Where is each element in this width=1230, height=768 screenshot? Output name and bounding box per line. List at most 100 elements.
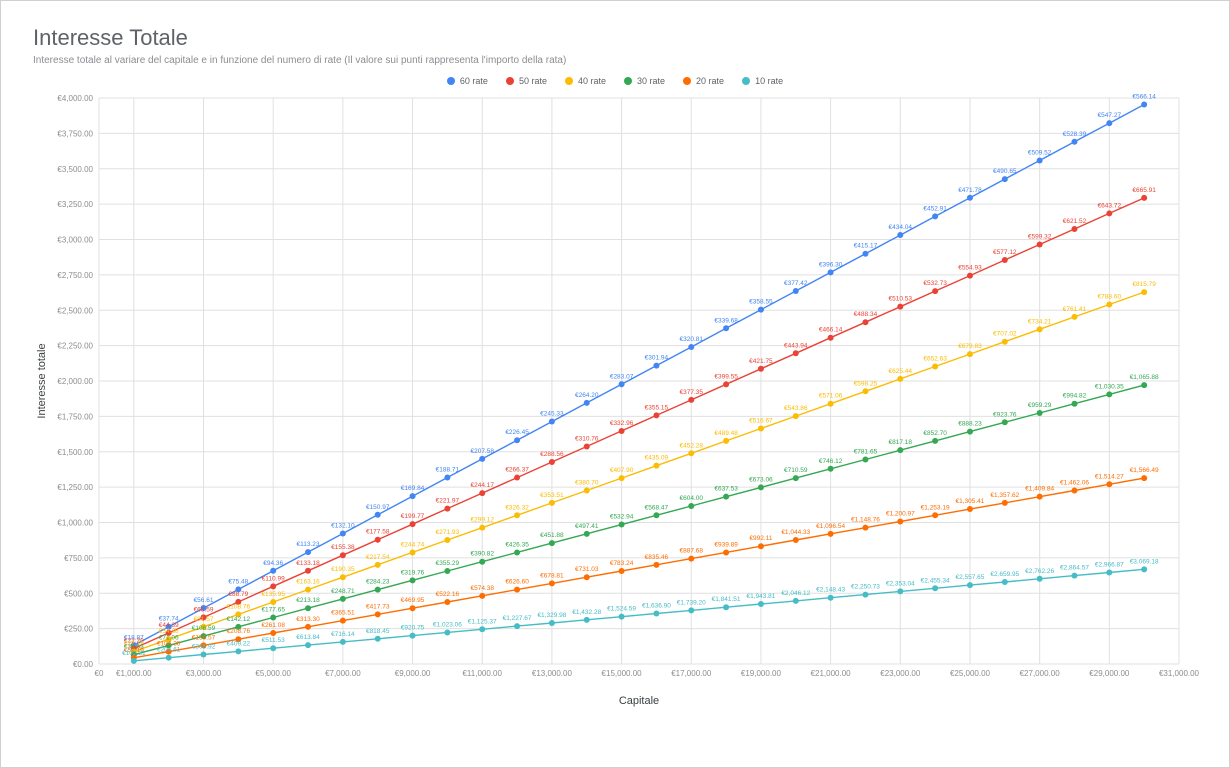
point-label: €190.35	[331, 566, 355, 573]
data-point	[305, 605, 311, 611]
point-label: €734.21	[1028, 318, 1052, 325]
point-label: €626.60	[505, 579, 529, 586]
point-label: €2,864.57	[1060, 565, 1089, 572]
data-point	[1141, 195, 1147, 201]
data-point	[549, 459, 555, 465]
data-point	[793, 598, 799, 604]
y-tick-label: €1,000.00	[57, 519, 93, 528]
point-label: €155.38	[331, 544, 355, 551]
data-point	[270, 583, 276, 589]
point-label: €566.14	[1132, 94, 1156, 101]
point-label: €313.30	[296, 616, 320, 623]
data-point	[1071, 487, 1077, 493]
chart-legend: 60 rate50 rate40 rate30 rate20 rate10 ra…	[29, 76, 1201, 86]
data-point	[828, 531, 834, 537]
data-point	[549, 580, 555, 586]
data-point	[688, 503, 694, 509]
data-point	[270, 645, 276, 651]
point-label: €56.61	[194, 597, 214, 604]
point-label: €399.55	[714, 373, 738, 380]
point-label: €852.70	[923, 430, 947, 437]
data-point	[340, 639, 346, 645]
data-point	[828, 466, 834, 472]
data-point	[688, 450, 694, 456]
point-label: €396.30	[819, 261, 843, 268]
point-label: €1,253.19	[921, 504, 950, 511]
data-point	[305, 549, 311, 555]
data-point	[444, 629, 450, 635]
point-label: €407.90	[610, 467, 634, 474]
data-point	[1141, 566, 1147, 572]
data-point	[584, 443, 590, 449]
data-point	[1071, 573, 1077, 579]
data-point	[340, 552, 346, 558]
point-label: €306.92	[192, 644, 216, 651]
data-point	[1106, 481, 1112, 487]
point-label: €510.53	[889, 296, 913, 303]
point-label: €332.96	[610, 420, 634, 427]
x-tick-label: €11,000.00	[462, 669, 502, 678]
point-label: €1,030.35	[1095, 383, 1124, 390]
data-point	[653, 512, 659, 518]
legend-swatch	[742, 77, 750, 85]
point-label: €788.60	[1098, 294, 1122, 301]
point-label: €261.08	[261, 622, 285, 629]
point-label: €522.16	[436, 591, 460, 598]
point-label: €2,966.87	[1095, 561, 1124, 568]
legend-label: 60 rate	[460, 76, 488, 86]
data-point	[897, 588, 903, 594]
data-point	[514, 437, 520, 443]
point-label: €1,023.06	[433, 621, 462, 628]
data-point	[1106, 302, 1112, 308]
point-label: €213.18	[296, 597, 320, 604]
point-label: €426.35	[505, 541, 529, 548]
data-point	[897, 304, 903, 310]
point-label: €1,514.27	[1095, 473, 1124, 480]
data-point	[340, 574, 346, 580]
point-label: €781.65	[854, 448, 878, 455]
data-point	[619, 381, 625, 387]
point-label: €169.84	[401, 485, 425, 492]
data-point	[305, 624, 311, 630]
point-label: €2,046.12	[781, 590, 810, 597]
data-point	[758, 425, 764, 431]
point-label: €150.97	[366, 504, 390, 511]
x-tick-label: €19,000.00	[741, 669, 782, 678]
data-point	[967, 582, 973, 588]
data-point	[305, 642, 311, 648]
legend-item: 10 rate	[742, 76, 783, 86]
point-label: €939.89	[714, 541, 738, 548]
point-label: €226.45	[505, 429, 529, 436]
data-point	[1037, 326, 1043, 332]
point-label: €135.95	[261, 591, 285, 598]
data-point	[1002, 176, 1008, 182]
series-line	[134, 105, 1144, 646]
data-point	[932, 512, 938, 518]
point-label: €783.24	[610, 560, 634, 567]
point-label: €959.29	[1028, 402, 1052, 409]
point-label: €207.58	[470, 448, 494, 455]
data-point	[1141, 102, 1147, 108]
point-label: €443.94	[784, 342, 808, 349]
data-point	[932, 585, 938, 591]
data-point	[1002, 579, 1008, 585]
point-label: €177.58	[366, 529, 390, 536]
point-label: €217.54	[366, 554, 390, 561]
data-point	[862, 388, 868, 394]
data-point	[828, 401, 834, 407]
point-label: €133.18	[296, 560, 320, 567]
data-point	[897, 232, 903, 238]
point-label: €380.70	[575, 479, 599, 486]
data-point	[1002, 339, 1008, 345]
x-tick-label: €25,000.00	[950, 669, 991, 678]
point-label: €319.76	[401, 569, 425, 576]
data-point	[375, 562, 381, 568]
data-point	[932, 288, 938, 294]
data-point	[967, 351, 973, 357]
data-point	[584, 487, 590, 493]
data-point	[897, 376, 903, 382]
data-point	[897, 447, 903, 453]
legend-item: 50 rate	[506, 76, 547, 86]
point-label: €652.63	[923, 356, 947, 363]
data-point	[967, 195, 973, 201]
